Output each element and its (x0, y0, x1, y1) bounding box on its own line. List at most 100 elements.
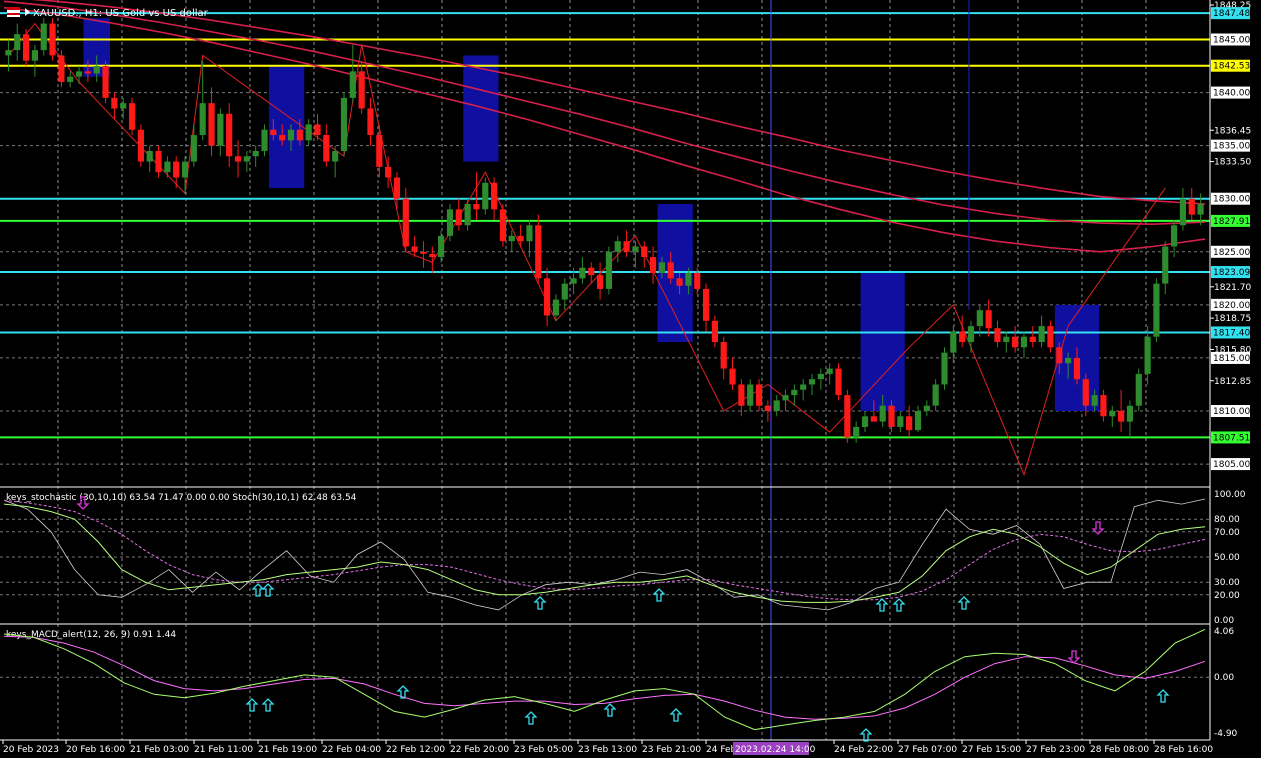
price-label: 1821.70 (1214, 283, 1251, 293)
candle-body (349, 71, 356, 98)
candle-body (764, 405, 771, 412)
stoch-arrow-up-icon (957, 596, 971, 610)
candle-body (1056, 347, 1063, 364)
price-label-box (1211, 266, 1250, 279)
candle-body (649, 257, 657, 274)
candle-body (826, 368, 833, 374)
flag-icon-stripe (7, 7, 20, 10)
stochastic-signal-arrows (76, 496, 1105, 612)
price-label-boxed: 1823.09 (1213, 268, 1250, 278)
price-label-box (1211, 192, 1250, 205)
price-label-box (1211, 33, 1250, 46)
stoch-main-line (3, 503, 1206, 603)
candle-body (544, 278, 551, 316)
price-label-box (1211, 405, 1250, 418)
stoch-arrow-down-icon (1091, 521, 1105, 535)
price-label-boxed: 1805.00 (1213, 460, 1250, 470)
candle-body (93, 66, 100, 74)
candle-body (234, 156, 242, 162)
candle-body (314, 124, 321, 136)
macd-arrow-up-icon (669, 708, 683, 722)
candle-body (1144, 336, 1151, 374)
candle-body (914, 411, 922, 431)
candle-body (332, 150, 339, 162)
stoch-signal-line (3, 499, 1206, 601)
candle-body (817, 373, 824, 380)
candle-body (853, 426, 860, 438)
crosshair-time-tag: 2023.02.24 14:00 (733, 742, 816, 755)
time-label: 28 Feb 08:00 (1090, 745, 1149, 755)
candle-body (226, 113, 233, 157)
candle-body (155, 150, 162, 173)
price-label-box (1211, 7, 1250, 20)
candle-body (861, 416, 869, 427)
price-label-boxed: 1847.48 (1213, 9, 1250, 19)
candle-body (632, 246, 639, 252)
candle-body (870, 416, 877, 422)
macd-lines (3, 628, 1206, 731)
candle-body (552, 299, 560, 316)
candle-body (641, 246, 648, 258)
macd-arrow-up-icon (1156, 689, 1170, 703)
candle-body (535, 225, 542, 279)
candle-body (1020, 336, 1028, 348)
candle-body (755, 384, 763, 406)
price-label-box (1211, 298, 1250, 311)
stoch-arrow-up-icon (892, 598, 906, 612)
stochastic-scale: 100.00 80.00 70.00 50.00 30.00 20.00 0.00 (1214, 490, 1246, 626)
candle-body (1197, 204, 1204, 215)
candle-body (702, 288, 710, 321)
time-label: 21 Feb 19:00 (258, 745, 317, 755)
time-label: 27 Feb 07:00 (898, 745, 957, 755)
candle-body (58, 55, 65, 82)
candle-body (667, 262, 674, 279)
candle-body (526, 225, 533, 242)
signal-zone (268, 66, 305, 189)
time-label: 21 Feb 11:00 (194, 745, 253, 755)
candle-body (923, 405, 930, 412)
price-label-boxed: 1840.00 (1213, 89, 1250, 99)
price-label-box (1211, 431, 1250, 444)
time-label: 24 Feb 22:00 (834, 745, 893, 755)
candle-body (305, 124, 312, 141)
price-label-box (1211, 86, 1250, 99)
time-label: 27 Feb 23:00 (1026, 745, 1085, 755)
time-label: 22 Feb 12:00 (386, 745, 445, 755)
candle-body (844, 395, 851, 438)
candle-body (49, 23, 56, 56)
candle-body (976, 310, 983, 327)
stoch-scale-label: 30.00 (1214, 578, 1240, 588)
price-label-boxed: 1817.40 (1213, 328, 1250, 338)
candle-body (738, 384, 745, 406)
price-panel[interactable] (0, 0, 1261, 740)
macd-panel[interactable]: keys_MACD_alert(12, 26, 9) 0.91 1.44 4.0… (0, 627, 1238, 742)
candle-body (800, 384, 807, 390)
price-label-boxed: 1830.00 (1213, 195, 1250, 205)
candle-body (340, 97, 348, 151)
candle-body (208, 103, 215, 146)
candle-body (67, 76, 74, 82)
stoch-arrow-up-icon (261, 583, 275, 597)
candle-body (967, 326, 975, 343)
candle-body (1179, 198, 1187, 226)
candle-body (517, 235, 524, 242)
candle-body (402, 198, 409, 247)
stoch-scale-label: 0.00 (1214, 616, 1234, 626)
price-scale[interactable]: 1848.25 1836.45 1833.50 1821.70 1818.75 1815.… (1210, 1, 1251, 471)
macd-arrow-up-icon (859, 728, 873, 742)
stoch-arrow-up-icon (533, 596, 547, 610)
candle-body (959, 331, 966, 343)
candle-body (1003, 336, 1010, 343)
candle-body (1135, 373, 1142, 406)
stochastic-panel[interactable]: keys_stochastic (30,10,10) 63.54 71.47 0… (0, 490, 1246, 626)
candle-body (773, 400, 780, 412)
candle-body (217, 113, 224, 146)
stochastic-grid (0, 518, 1210, 596)
candle-body (1082, 379, 1089, 406)
candle-body (199, 103, 206, 136)
time-label: 20 Feb 2023 (3, 745, 59, 755)
price-label-box (1211, 59, 1250, 72)
candle-body (438, 235, 445, 258)
time-label: 21 Feb 03:00 (130, 745, 189, 755)
